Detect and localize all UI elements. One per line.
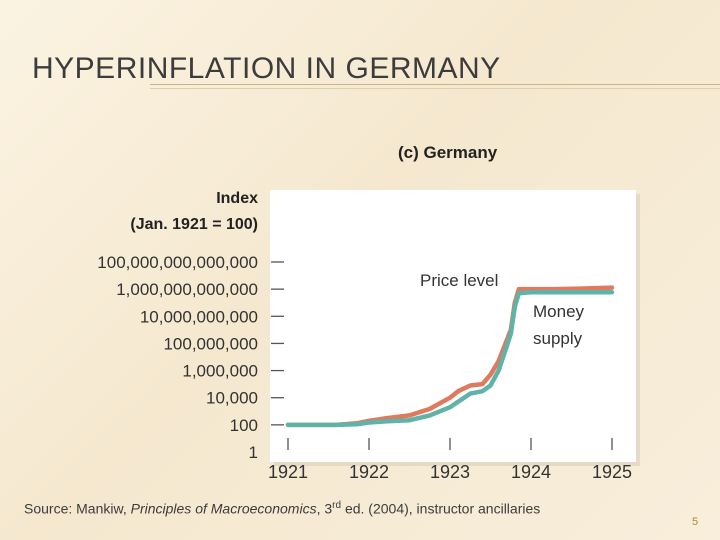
y-tick-label: 1 [249, 443, 258, 462]
title-underline-secondary [150, 88, 720, 89]
y-tick-label: 100,000,000 [163, 334, 258, 353]
y-tick-label: 1,000,000,000,000 [116, 280, 258, 299]
y-tick-label: 100,000,000,000,000 [97, 253, 258, 272]
y-axis-label: Index [216, 190, 258, 207]
money-supply-annotation-line1: Money [533, 302, 585, 321]
x-tick-label: 1924 [511, 462, 551, 482]
chart-title: (c) Germany [398, 143, 498, 162]
slide-title: HYPERINFLATION IN GERMANY [32, 52, 501, 85]
source-book-title: Principles of Macroeconomics [130, 500, 317, 517]
money-supply-annotation-line2: supply [533, 329, 583, 348]
source-edition-suffix: rd [332, 500, 342, 511]
x-tick-label: 1925 [592, 462, 632, 482]
plot-area [270, 190, 636, 462]
page-number: 5 [692, 516, 699, 528]
y-tick-label: 10,000 [206, 389, 258, 408]
x-tick-label: 1922 [349, 462, 389, 482]
source-suffix: ed. (2004), instructor ancillaries [341, 500, 541, 517]
price-level-annotation: Price level [420, 271, 498, 290]
money-supply-line [285, 289, 615, 428]
title-underline [150, 84, 720, 85]
x-tick-label: 1923 [430, 462, 470, 482]
y-tick-label: 10,000,000,000 [140, 307, 258, 326]
source-edition: , 3 [316, 500, 333, 517]
source-citation: Source: Mankiw, Principles of Macroecono… [24, 500, 540, 517]
y-axis-label-sub: (Jan. 1921 = 100) [130, 216, 258, 233]
y-tick-label: 100 [230, 416, 258, 435]
x-tick-label: 1921 [268, 462, 308, 482]
y-tick-label: 1,000,000 [182, 362, 258, 381]
source-prefix: Source: Mankiw, [24, 500, 131, 517]
